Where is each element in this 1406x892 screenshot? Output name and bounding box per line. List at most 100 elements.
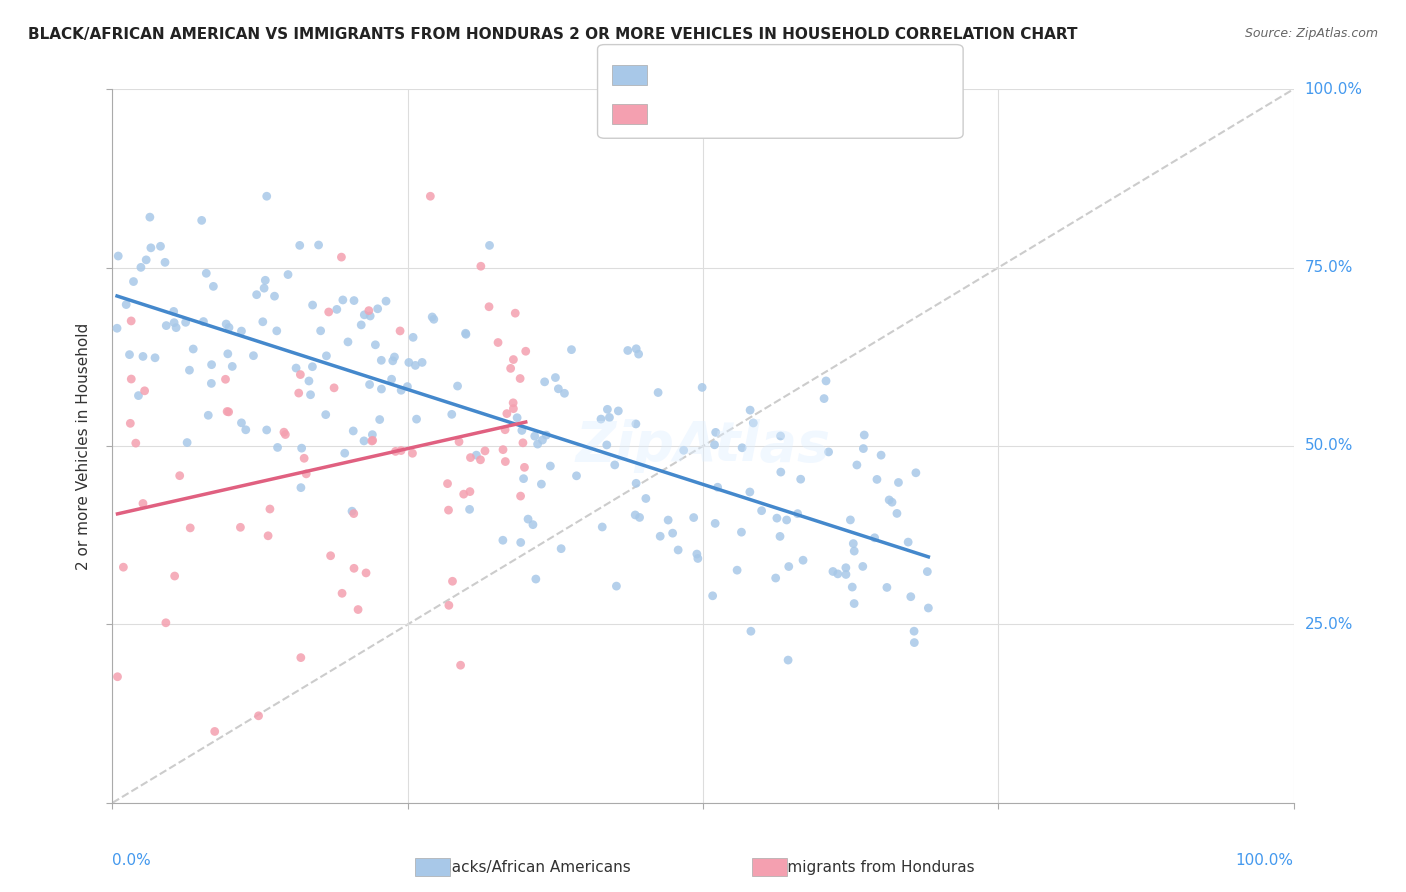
Point [624, 417, 647, 431]
Point [254, 273, 277, 287]
Point [231, 324, 253, 338]
Point [361, 434, 384, 448]
Point [273, 425, 295, 440]
Point [844, 544, 866, 558]
Point [120, 372, 142, 386]
Point [533, 375, 555, 389]
Point [370, 382, 392, 396]
Point [149, 239, 172, 253]
Point [389, 443, 412, 458]
Point [512, 472, 534, 486]
Point [134, 384, 156, 398]
Point [765, 571, 787, 585]
Text: R =: R = [626, 65, 657, 83]
Point [195, 266, 218, 280]
Point [515, 344, 537, 359]
Point [263, 289, 285, 303]
Point [257, 529, 280, 543]
Point [853, 428, 876, 442]
Y-axis label: 2 or more Vehicles in Household: 2 or more Vehicles in Household [76, 322, 91, 570]
Point [624, 476, 647, 491]
Point [340, 504, 363, 518]
Point [367, 301, 389, 316]
Point [215, 317, 238, 331]
Point [470, 452, 492, 467]
Point [751, 504, 773, 518]
Point [197, 409, 219, 423]
Point [876, 581, 898, 595]
Point [450, 658, 472, 673]
Point [510, 424, 533, 438]
Point [835, 567, 858, 582]
Point [863, 531, 886, 545]
Point [605, 579, 627, 593]
Point [332, 293, 354, 307]
Point [453, 487, 475, 501]
Point [181, 342, 204, 356]
Point [336, 334, 359, 349]
Point [903, 635, 925, 649]
Point [217, 404, 239, 418]
Point [204, 724, 226, 739]
Point [706, 480, 728, 494]
Point [132, 350, 155, 364]
Point [107, 249, 129, 263]
Point [817, 445, 839, 459]
Text: 75.0%: 75.0% [1305, 260, 1353, 275]
Point [277, 268, 299, 282]
Point [242, 349, 264, 363]
Text: N =: N = [780, 65, 811, 83]
Point [163, 316, 186, 330]
Point [120, 417, 142, 431]
Point [702, 589, 724, 603]
Point [256, 189, 278, 203]
Point [769, 529, 792, 543]
Point [596, 438, 619, 452]
Point [769, 429, 792, 443]
Point [179, 363, 201, 377]
Point [259, 502, 281, 516]
Point [319, 549, 342, 563]
Point [375, 294, 398, 309]
Point [454, 327, 477, 342]
Point [315, 349, 337, 363]
Point [503, 306, 526, 320]
Point [661, 526, 683, 541]
Point [353, 434, 375, 448]
Point [139, 241, 162, 255]
Point [153, 255, 176, 269]
Point [423, 312, 446, 326]
Point [169, 468, 191, 483]
Point [598, 410, 620, 425]
Text: R =: R = [626, 104, 657, 122]
Point [492, 533, 515, 548]
Point [139, 210, 162, 224]
Point [290, 650, 312, 665]
Point [478, 238, 501, 252]
Point [221, 359, 243, 374]
Point [657, 513, 679, 527]
Point [821, 565, 844, 579]
Point [179, 521, 201, 535]
Point [441, 574, 464, 589]
Point [835, 560, 858, 574]
Point [218, 405, 240, 419]
Point [361, 427, 384, 442]
Point [524, 572, 547, 586]
Point [143, 351, 166, 365]
Point [624, 508, 647, 522]
Point [127, 388, 149, 402]
Point [740, 403, 762, 417]
Text: 0.357: 0.357 [682, 104, 738, 122]
Point [326, 302, 349, 317]
Point [509, 535, 531, 549]
Point [118, 348, 141, 362]
Point [398, 355, 420, 369]
Point [536, 428, 558, 442]
Point [522, 517, 544, 532]
Point [447, 434, 470, 449]
Point [603, 458, 626, 472]
Point [342, 424, 364, 438]
Point [285, 361, 308, 376]
Point [897, 535, 920, 549]
